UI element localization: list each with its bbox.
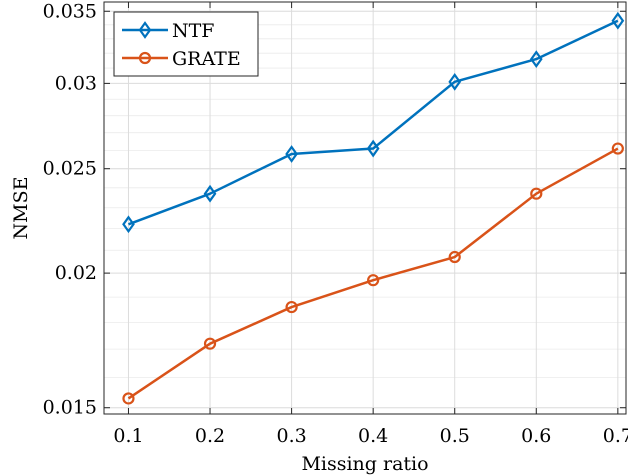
y-tick-label: 0.035 (43, 0, 97, 22)
data-point-grate (367, 274, 380, 287)
series-ntf (122, 11, 625, 234)
x-tick-label: 0.4 (358, 425, 388, 447)
series-grate (122, 142, 624, 405)
ticks: 0.015 0.02 0.025 0.03 0.035 0.1 0.2 0.3 0.4 0.5 0.… (43, 0, 628, 447)
data-point-ntf (529, 50, 543, 68)
data-point-ntf (203, 184, 217, 203)
legend-marker-shape (138, 21, 152, 39)
x-axis-label: Missing ratio (301, 453, 428, 475)
series (122, 11, 625, 405)
legend-box (113, 11, 259, 77)
y-axis-label: NMSE (10, 177, 32, 240)
y-tick-label: 0.03 (55, 72, 97, 94)
data-point-ntf (285, 145, 298, 163)
x-tick-label: 0.6 (521, 425, 551, 447)
data-point-ntf (611, 11, 625, 30)
legend-marker-shape (138, 51, 152, 65)
data-point-ntf (448, 72, 462, 91)
data-point-ntf (366, 139, 380, 158)
legend-marker-grate (138, 51, 152, 65)
series-line-grate (127, 147, 619, 400)
series-line-ntf (128, 19, 619, 226)
legend-label-grate: GRATE (172, 48, 241, 70)
x-tick-label: 0.5 (440, 425, 470, 447)
data-point-grate (285, 300, 298, 314)
plot-frame (103, 1, 627, 415)
y-tick-label: 0.015 (43, 397, 97, 419)
x-tick-label: 0.3 (276, 425, 306, 447)
data-point-grate (611, 142, 624, 155)
x-tick-label: 0.7 (603, 425, 628, 447)
x-tick-label: 0.1 (113, 425, 143, 447)
y-tick-label: 0.025 (43, 158, 97, 180)
y-tick-label: 0.02 (55, 262, 97, 284)
legend: NTF GRATE (113, 11, 259, 77)
data-point-grate (530, 187, 543, 200)
x-tick-label: 0.2 (195, 425, 225, 447)
data-point-ntf (122, 215, 135, 234)
grid (104, 2, 626, 414)
data-point-grate (448, 250, 461, 264)
data-point-grate (122, 392, 135, 405)
data-point-grate (203, 337, 217, 350)
legend-label-ntf: NTF (172, 20, 214, 42)
legend-marker-ntf (138, 21, 152, 39)
